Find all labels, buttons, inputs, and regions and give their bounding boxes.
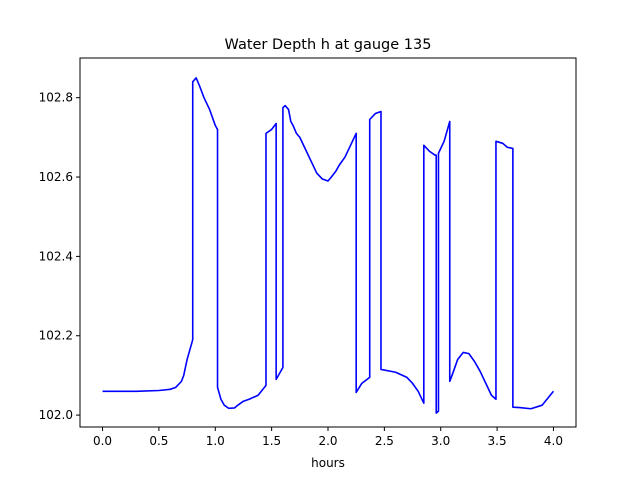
y-tick-label: 102.4	[39, 249, 73, 263]
x-tick-label: 3.0	[431, 434, 450, 448]
x-tick-label: 1.5	[262, 434, 281, 448]
chart-title: Water Depth h at gauge 135	[225, 37, 432, 53]
x-tick-label: 1.0	[206, 434, 225, 448]
x-tick-label: 4.0	[544, 434, 563, 448]
y-tick-label: 102.2	[39, 329, 73, 343]
x-tick-label: 0.5	[149, 434, 168, 448]
x-tick-label: 2.5	[375, 434, 394, 448]
x-axis-label: hours	[311, 456, 345, 470]
plot-area: 0.0 0.5 1.0 1.5 2.0 2.5 3.0 3.5 4.0 102.0 102.2 102…	[39, 57, 577, 448]
x-tick-label: 0.0	[93, 434, 112, 448]
y-tick-label: 102.0	[39, 408, 73, 422]
x-tick-label: 2.0	[318, 434, 337, 448]
plot-frame	[79, 57, 577, 428]
y-tick-label: 102.6	[39, 170, 73, 184]
y-tick-label: 102.8	[39, 91, 73, 105]
series-line-0	[102, 77, 555, 414]
x-tick-label: 3.5	[488, 434, 507, 448]
